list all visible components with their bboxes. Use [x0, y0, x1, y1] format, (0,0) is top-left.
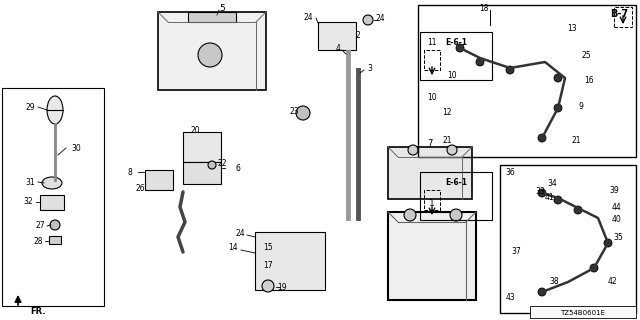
- Text: 32: 32: [23, 197, 33, 206]
- Circle shape: [574, 206, 582, 214]
- Text: FR.: FR.: [30, 307, 45, 316]
- Text: 24: 24: [303, 12, 313, 21]
- Text: 27: 27: [35, 221, 45, 230]
- Bar: [530, 306, 636, 318]
- Circle shape: [538, 134, 546, 142]
- Circle shape: [50, 220, 60, 230]
- Text: 1: 1: [429, 199, 435, 209]
- Circle shape: [538, 189, 546, 197]
- Circle shape: [554, 74, 562, 82]
- Bar: [183, 162, 221, 184]
- Circle shape: [363, 15, 373, 25]
- Bar: [145, 170, 173, 190]
- Ellipse shape: [47, 96, 63, 124]
- Text: 34: 34: [547, 179, 557, 188]
- Circle shape: [456, 44, 464, 52]
- Text: 36: 36: [505, 167, 515, 177]
- Circle shape: [476, 58, 484, 66]
- Text: 13: 13: [567, 23, 577, 33]
- Bar: [388, 147, 472, 199]
- Bar: [183, 132, 221, 162]
- Text: 2: 2: [356, 30, 360, 39]
- Circle shape: [198, 43, 222, 67]
- Text: 5: 5: [219, 4, 225, 12]
- Circle shape: [554, 196, 562, 204]
- Text: 22: 22: [217, 158, 227, 167]
- Bar: [418, 5, 636, 157]
- Text: B-7: B-7: [610, 9, 628, 19]
- Bar: [2, 88, 104, 306]
- Bar: [188, 12, 236, 22]
- Text: 7: 7: [428, 139, 433, 148]
- Circle shape: [408, 145, 418, 155]
- Circle shape: [296, 106, 310, 120]
- Bar: [40, 195, 64, 210]
- Text: 10: 10: [447, 70, 457, 79]
- Text: 41: 41: [544, 193, 554, 202]
- Circle shape: [447, 145, 457, 155]
- Text: 21: 21: [442, 135, 452, 145]
- Text: 12: 12: [442, 108, 452, 116]
- Text: 40: 40: [611, 215, 621, 225]
- Circle shape: [590, 264, 598, 272]
- Bar: [420, 172, 492, 220]
- Text: 25: 25: [581, 51, 591, 60]
- Text: 11: 11: [428, 37, 436, 46]
- Text: 9: 9: [579, 101, 584, 110]
- Bar: [158, 12, 266, 90]
- Text: 14: 14: [228, 244, 238, 252]
- Circle shape: [538, 288, 546, 296]
- Text: 8: 8: [127, 167, 132, 177]
- Text: 19: 19: [277, 283, 287, 292]
- Text: E-6-1: E-6-1: [445, 37, 467, 46]
- Text: 38: 38: [549, 277, 559, 286]
- Circle shape: [554, 104, 562, 112]
- Bar: [49, 236, 61, 244]
- Text: E-6-1: E-6-1: [445, 178, 467, 187]
- Text: 31: 31: [25, 178, 35, 187]
- Text: 21: 21: [572, 135, 580, 145]
- Text: 44: 44: [612, 203, 622, 212]
- Text: 42: 42: [607, 277, 617, 286]
- Text: 6: 6: [236, 164, 241, 172]
- Bar: [420, 32, 492, 80]
- Text: 10: 10: [427, 92, 437, 101]
- Bar: [388, 212, 476, 300]
- Text: 39: 39: [609, 186, 619, 195]
- Text: 33: 33: [535, 188, 545, 196]
- Bar: [424, 190, 440, 210]
- Text: 26: 26: [135, 183, 145, 193]
- Text: 24: 24: [375, 13, 385, 22]
- Text: 17: 17: [263, 260, 273, 269]
- Text: 37: 37: [511, 247, 521, 257]
- Circle shape: [450, 209, 462, 221]
- Text: 3: 3: [367, 63, 372, 73]
- Text: 18: 18: [479, 4, 489, 12]
- Circle shape: [404, 209, 416, 221]
- Text: 15: 15: [263, 244, 273, 252]
- Bar: [500, 165, 636, 313]
- Text: 43: 43: [505, 293, 515, 302]
- Circle shape: [506, 66, 514, 74]
- Bar: [424, 50, 440, 70]
- Bar: [614, 7, 632, 27]
- Text: 35: 35: [613, 234, 623, 243]
- Text: 28: 28: [33, 236, 43, 245]
- Text: 16: 16: [584, 76, 594, 84]
- Circle shape: [208, 161, 216, 169]
- Text: 24: 24: [235, 229, 245, 238]
- Text: 23: 23: [289, 107, 299, 116]
- Text: 29: 29: [25, 102, 35, 111]
- Circle shape: [604, 239, 612, 247]
- Text: TZ54B0601E: TZ54B0601E: [561, 310, 605, 316]
- Text: 4: 4: [335, 44, 340, 52]
- Text: 20: 20: [190, 125, 200, 134]
- Bar: [318, 22, 356, 50]
- Ellipse shape: [42, 177, 62, 189]
- Circle shape: [262, 280, 274, 292]
- Text: 30: 30: [71, 143, 81, 153]
- Bar: [255, 232, 325, 290]
